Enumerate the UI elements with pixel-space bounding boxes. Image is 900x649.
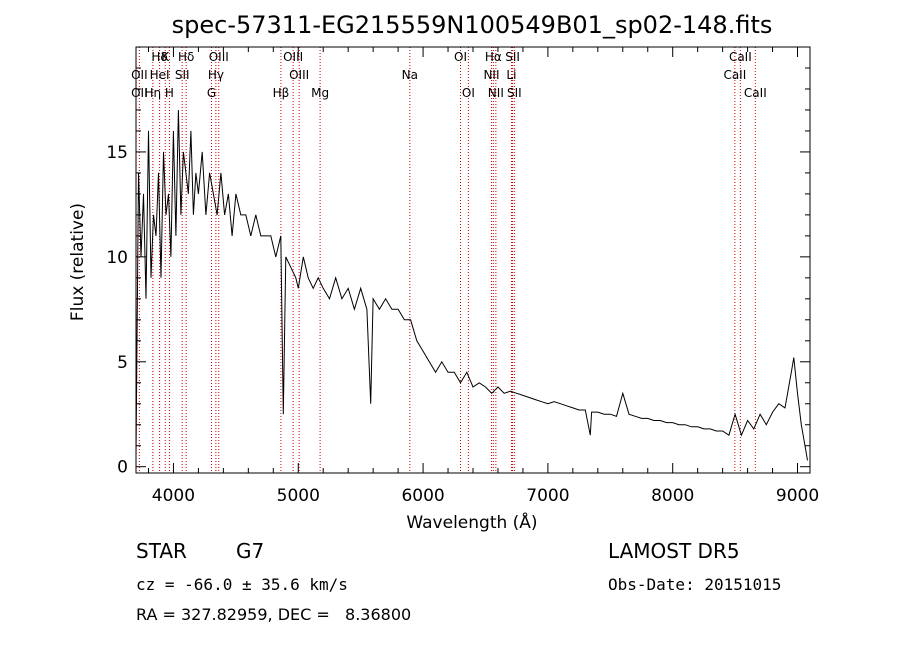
- line-marker-label: H: [165, 86, 174, 100]
- x-tick-label: 8000: [651, 486, 694, 506]
- y-tick-label: 15: [106, 143, 128, 163]
- line-marker-label: OIII: [283, 50, 303, 64]
- line-marker-label: Hδ: [178, 50, 194, 64]
- line-marker-label: SII: [507, 86, 522, 100]
- survey-name: LAMOST DR5: [608, 539, 740, 563]
- x-tick-label: 5000: [277, 486, 320, 506]
- chart-title: spec-57311-EG215559N100549B01_sp02-148.f…: [172, 11, 773, 39]
- spectrum-line: [135, 109, 808, 461]
- observation-date: Obs-Date: 20151015: [608, 575, 781, 594]
- line-marker-label: Hη: [145, 86, 162, 100]
- y-tick-label: 10: [106, 248, 128, 268]
- object-subclass: G7: [236, 539, 264, 563]
- line-marker-label: CaII: [723, 68, 746, 82]
- redshift-velocity: cz = -66.0 ± 35.6 km/s: [136, 575, 348, 594]
- line-marker-label: G: [207, 86, 216, 100]
- x-tick-label: 7000: [526, 486, 569, 506]
- line-marker-label: Mg: [311, 86, 329, 100]
- emission-line-markers: [138, 47, 756, 473]
- line-marker-label: NII: [488, 86, 504, 100]
- line-marker-label: SII: [175, 68, 190, 82]
- line-marker-label: NII: [483, 68, 499, 82]
- x-tick-label: 4000: [152, 486, 195, 506]
- x-tick-label: 9000: [776, 486, 819, 506]
- line-marker-label: Na: [402, 68, 418, 82]
- line-marker-label: Hα: [485, 50, 502, 64]
- line-marker-label: OI: [462, 86, 475, 100]
- object-class: STAR: [136, 539, 187, 563]
- line-marker-label: OII: [131, 86, 148, 100]
- plot-frame: [135, 46, 811, 474]
- line-marker-label: Li: [506, 68, 516, 82]
- x-tick-label: 6000: [401, 486, 444, 506]
- line-marker-label: Hδ: [151, 50, 167, 64]
- line-marker-label: Hγ: [208, 68, 224, 82]
- y-tick-label: 5: [117, 353, 128, 373]
- x-axis: 4000 5000 6000 7000 8000 9000: [147, 47, 819, 506]
- line-marker-label: SII: [505, 50, 520, 64]
- y-axis: 0 5 10 15: [106, 67, 810, 478]
- line-marker-label: CaII: [744, 86, 767, 100]
- line-marker-label: HeI: [150, 68, 170, 82]
- coordinates: RA = 327.82959, DEC = 8.36800: [136, 605, 411, 624]
- line-marker-label: OII: [131, 68, 148, 82]
- line-marker-label: OIII: [209, 50, 229, 64]
- line-marker-label: Hβ: [273, 86, 290, 100]
- line-marker-label: K: [161, 50, 170, 64]
- line-marker-label: CaII: [729, 50, 752, 64]
- y-tick-label: 0: [117, 458, 128, 478]
- line-marker-label: OIII: [289, 68, 309, 82]
- x-axis-label: Wavelength (Å): [406, 511, 537, 533]
- y-axis-label: Flux (relative): [68, 203, 88, 321]
- line-marker-label: OI: [454, 50, 467, 64]
